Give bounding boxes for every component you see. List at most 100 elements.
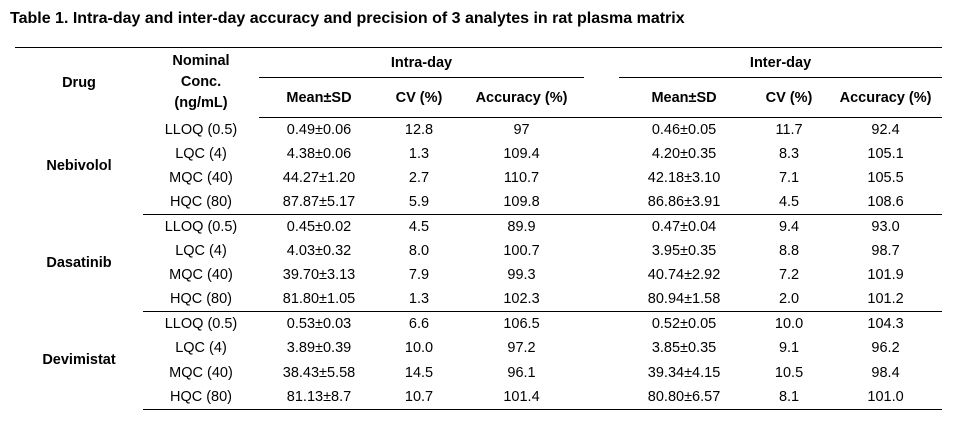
header-intra-day: Intra-day xyxy=(259,47,585,78)
header-nominal-line3: (ng/mL) xyxy=(174,95,228,112)
intra-mean-sd-cell: 39.70±3.13 xyxy=(282,267,356,284)
intra-accuracy-cell: 102.3 xyxy=(459,287,585,313)
header-nominal-line2: Conc. xyxy=(180,74,222,91)
inter-cv-cell: 8.1 xyxy=(749,384,830,410)
header-inter-cv: CV (%) xyxy=(749,77,830,118)
inter-cv-cell: 10.5 xyxy=(774,364,804,381)
header-inter-mean-sd: Mean±SD xyxy=(619,77,750,118)
intra-cv-cell: 5.9 xyxy=(379,190,459,216)
gap-cell xyxy=(584,312,619,336)
inter-cv-cell: 8.8 xyxy=(778,243,800,260)
drug-name-cell: Devimistat xyxy=(42,352,116,369)
header-intra-accuracy: Accuracy (%) xyxy=(459,77,585,118)
intra-mean-sd-cell: 81.80±1.05 xyxy=(259,287,379,313)
inter-accuracy-cell: 108.6 xyxy=(829,190,943,216)
intra-mean-sd-cell: 4.38±0.06 xyxy=(286,145,352,162)
inter-cv-cell: 7.1 xyxy=(778,170,800,187)
intra-cv-cell: 10.0 xyxy=(404,340,434,357)
inter-mean-sd-cell: 40.74±2.92 xyxy=(647,267,721,284)
intra-accuracy-cell: 110.7 xyxy=(503,170,540,187)
inter-mean-sd-cell: 3.85±0.35 xyxy=(651,340,717,357)
header-gap-sub xyxy=(584,77,620,118)
gap-cell xyxy=(584,166,619,190)
intra-cv-cell: 1.3 xyxy=(379,287,459,313)
intra-mean-sd-cell: 44.27±1.20 xyxy=(282,170,356,187)
inter-accuracy-cell: 96.2 xyxy=(871,340,900,357)
inter-accuracy-cell: 105.1 xyxy=(867,145,904,162)
gap-cell xyxy=(584,215,619,239)
nominal-level-cell: LQC (4) xyxy=(175,340,227,357)
gap-cell xyxy=(584,190,620,216)
intra-cv-cell: 10.7 xyxy=(379,384,459,410)
table-row: Devimistat LLOQ (0.5) 0.53±0.03 6.6 106.5 0.5… xyxy=(15,312,942,368)
inter-cv-cell: 9.1 xyxy=(778,340,800,357)
table-row: Dasatinib LLOQ (0.5) 0.45±0.02 4.5 89.9 0.47±… xyxy=(15,215,942,271)
intra-cv-cell: 2.7 xyxy=(408,170,430,187)
intra-cv-cell: 7.9 xyxy=(408,267,430,284)
intra-accuracy-cell: 99.3 xyxy=(507,267,536,284)
intra-mean-sd-cell: 4.03±0.32 xyxy=(286,243,352,260)
table-row: HQC (80) 81.80±1.05 1.3 102.3 80.94±1.58 2.0 1… xyxy=(15,287,943,313)
gap-cell xyxy=(584,287,620,313)
table-row: MQC (40) 44.27±1.20 2.7 110.7 42.18±3.10 7.1 1… xyxy=(15,166,942,190)
header-drug: Drug xyxy=(15,47,143,118)
inter-cv-cell: 8.3 xyxy=(778,145,800,162)
gap-cell xyxy=(584,360,619,384)
intra-mean-sd-cell: 87.87±5.17 xyxy=(259,190,379,216)
results-table: Drug Nominal Conc. (ng/mL) Intra-day Int… xyxy=(15,47,943,410)
inter-cv-cell: 10.0 xyxy=(774,316,804,333)
table-row: HQC (80) 81.13±8.7 10.7 101.4 80.80±6.57 8.1 1… xyxy=(15,384,943,410)
table-caption: Table 1. Intra-day and inter-day accurac… xyxy=(10,10,685,27)
inter-accuracy-cell: 101.2 xyxy=(829,287,943,313)
inter-mean-sd-cell: 4.20±0.35 xyxy=(651,145,717,162)
inter-mean-sd-cell: 0.52±0.05 xyxy=(651,316,717,333)
inter-cv-cell: 9.4 xyxy=(778,219,800,236)
inter-accuracy-cell: 98.4 xyxy=(871,364,900,381)
table-row: MQC (40) 39.70±3.13 7.9 99.3 40.74±2.92 7.2 10… xyxy=(15,263,942,287)
inter-mean-sd-cell: 3.95±0.35 xyxy=(651,243,717,260)
inter-cv-cell: 2.0 xyxy=(749,287,830,313)
intra-mean-sd-cell: 0.53±0.03 xyxy=(286,316,352,333)
header-intra-cv: CV (%) xyxy=(379,77,459,118)
gap-cell xyxy=(584,336,619,360)
header-nominal-line1: Nominal xyxy=(172,53,230,70)
intra-accuracy-cell: 109.4 xyxy=(503,145,540,162)
intra-cv-cell: 14.5 xyxy=(404,364,434,381)
nominal-level-cell: LQC (4) xyxy=(175,243,227,260)
nominal-level-cell: HQC (80) xyxy=(143,384,259,410)
inter-accuracy-cell: 92.4 xyxy=(871,121,900,138)
header-intra-mean-sd: Mean±SD xyxy=(259,77,379,118)
intra-accuracy-cell: 106.5 xyxy=(503,316,540,333)
intra-mean-sd-cell: 0.45±0.02 xyxy=(286,219,352,236)
intra-mean-sd-cell: 0.49±0.06 xyxy=(286,121,352,138)
nominal-level-cell: MQC (40) xyxy=(169,170,233,187)
table-row: Nebivolol LLOQ (0.5) 0.49±0.06 12.8 97 0.46±0… xyxy=(15,118,942,174)
intra-mean-sd-cell: 38.43±5.58 xyxy=(282,364,356,381)
nominal-level-cell: LQC (4) xyxy=(175,145,227,162)
intra-cv-cell: 4.5 xyxy=(408,219,430,236)
nominal-level-cell: LLOQ (0.5) xyxy=(164,121,238,138)
header-inter-day: Inter-day xyxy=(619,47,943,78)
inter-cv-cell: 4.5 xyxy=(749,190,830,216)
table-body: Nebivolol LLOQ (0.5) 0.49±0.06 12.8 97 0.46±0… xyxy=(15,118,943,410)
intra-cv-cell: 8.0 xyxy=(408,243,430,260)
nominal-level-cell: LLOQ (0.5) xyxy=(164,219,238,236)
intra-mean-sd-cell: 3.89±0.39 xyxy=(286,340,352,357)
header-nominal-conc: Nominal Conc. (ng/mL) xyxy=(143,47,259,118)
inter-accuracy-cell: 98.7 xyxy=(871,243,900,260)
header-gap xyxy=(584,47,620,78)
inter-accuracy-cell: 101.0 xyxy=(829,384,943,410)
nominal-level-cell: HQC (80) xyxy=(143,190,259,216)
header-inter-accuracy: Accuracy (%) xyxy=(829,77,943,118)
drug-name-cell: Nebivolol xyxy=(46,158,112,175)
inter-mean-sd-cell: 0.47±0.04 xyxy=(651,219,717,236)
gap-cell xyxy=(584,263,619,287)
gap-cell xyxy=(584,118,619,142)
nominal-level-cell: HQC (80) xyxy=(143,287,259,313)
inter-mean-sd-cell: 39.34±4.15 xyxy=(647,364,721,381)
inter-mean-sd-cell: 86.86±3.91 xyxy=(619,190,750,216)
inter-mean-sd-cell: 0.46±0.05 xyxy=(651,121,717,138)
table-row: LQC (4) 4.38±0.06 1.3 109.4 4.20±0.35 8.3 105.… xyxy=(15,142,942,166)
nominal-level-cell: MQC (40) xyxy=(169,267,233,284)
inter-mean-sd-cell: 42.18±3.10 xyxy=(647,170,721,187)
